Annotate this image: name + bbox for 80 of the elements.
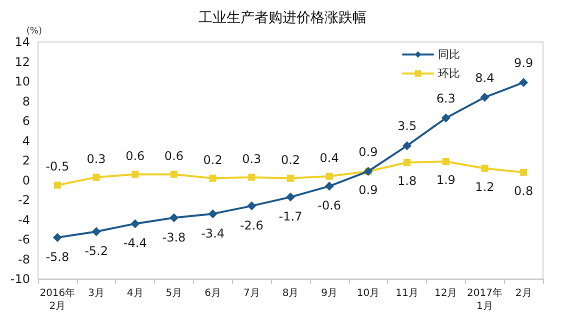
x-tick-label: 2016年 2月 — [40, 287, 76, 312]
data-label: 6.3 — [436, 92, 456, 106]
x-tick-label: 2017年 1月 — [467, 287, 502, 312]
point — [132, 170, 139, 178]
chart-title: 工业生产者购进价格涨跌幅 — [198, 10, 366, 26]
y-tick-label: 14 — [14, 35, 30, 49]
y-tick-label: 2 — [22, 154, 30, 168]
data-label: 0.2 — [203, 152, 222, 167]
data-label: 0.2 — [280, 152, 300, 167]
data-label: -3.8 — [162, 230, 186, 244]
y-tick-label: 8 — [22, 94, 30, 108]
point — [480, 92, 490, 102]
point — [324, 182, 334, 191]
data-label: -5.2 — [84, 244, 108, 258]
point — [169, 213, 178, 222]
data-label: 3.5 — [397, 119, 417, 134]
x-tick-label: 9月 — [321, 288, 338, 299]
data-label: -5.8 — [46, 250, 70, 264]
y-tick-label: 12 — [14, 54, 30, 69]
point — [52, 233, 62, 242]
data-label: 0.9 — [358, 144, 378, 159]
y-tick-label: 0 — [22, 173, 30, 188]
point — [520, 168, 528, 176]
data-label: -0.6 — [318, 198, 342, 213]
point — [402, 141, 412, 150]
point — [481, 164, 488, 172]
x-tick-label: 10月 — [356, 288, 380, 299]
data-label: 0.4 — [320, 150, 339, 165]
point — [92, 174, 100, 181]
point — [441, 114, 450, 123]
data-label: 0.8 — [514, 184, 534, 198]
point — [209, 174, 216, 182]
data-label: -3.4 — [201, 226, 225, 240]
x-tick-label: 6月 — [204, 288, 221, 299]
y-tick-label: 4 — [22, 134, 30, 148]
x-tick-label: 3月 — [88, 288, 104, 299]
x-tick-label: 12月 — [434, 288, 458, 299]
point — [519, 78, 528, 87]
point — [287, 174, 294, 182]
y-tick-label: -4 — [18, 212, 30, 227]
data-label: -1.7 — [278, 210, 302, 224]
data-label: 0.6 — [164, 148, 184, 163]
legend-label: 环比 — [438, 67, 460, 80]
y-axis-title: (%) — [26, 26, 42, 36]
data-label: 1.9 — [436, 172, 456, 187]
x-tick-label: 5月 — [166, 288, 182, 299]
point — [248, 174, 256, 181]
y-tick-label: -6 — [18, 232, 30, 246]
point — [92, 227, 101, 236]
point — [404, 158, 411, 166]
data-label: 1.2 — [475, 180, 494, 194]
data-label: 0.9 — [358, 182, 378, 197]
x-tick-label: 8月 — [282, 288, 299, 299]
point — [130, 219, 140, 228]
legend-label: 同比 — [438, 48, 460, 61]
point — [208, 209, 218, 218]
y-tick-label: -2 — [18, 193, 30, 207]
y-tick-label: 10 — [14, 74, 30, 88]
y-tick-label: -10 — [10, 272, 30, 286]
point — [286, 192, 295, 202]
point — [442, 158, 450, 165]
data-label: 9.9 — [514, 56, 534, 70]
x-tick-label: 11月 — [396, 288, 418, 299]
x-tick-label: 4月 — [126, 288, 144, 299]
y-tick-label: -8 — [18, 252, 30, 266]
data-label: -2.6 — [240, 218, 264, 232]
data-label: 0.6 — [126, 148, 145, 163]
x-tick-label: 2月 — [515, 288, 532, 299]
data-label: 0.3 — [242, 152, 262, 166]
data-label: 8.4 — [475, 70, 494, 85]
data-label: 1.8 — [397, 174, 417, 188]
point — [247, 201, 256, 210]
data-label: -4.4 — [123, 236, 147, 250]
point — [326, 172, 333, 180]
data-label: 0.3 — [86, 152, 106, 166]
point — [54, 182, 61, 189]
y-tick-label: 6 — [22, 114, 30, 128]
point — [170, 170, 178, 178]
data-label: -0.5 — [46, 160, 70, 174]
x-tick-label: 7月 — [243, 288, 260, 299]
